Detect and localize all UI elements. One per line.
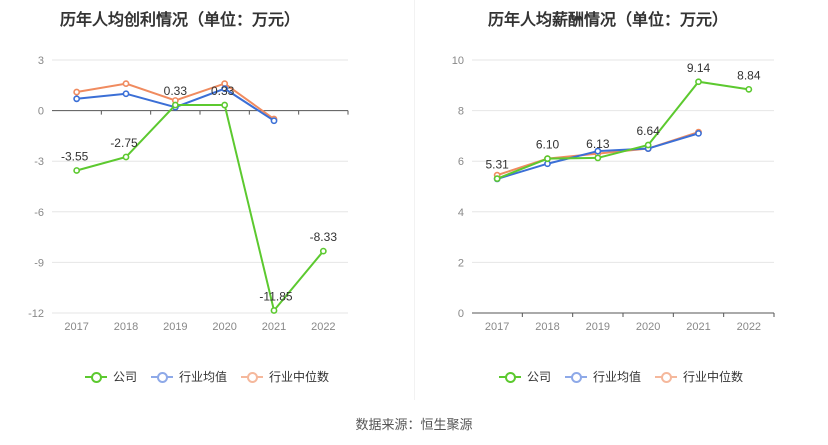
x-tick-label: 2021	[262, 321, 286, 333]
y-tick-label: 0	[458, 308, 464, 320]
legend-swatch-industry-avg	[150, 371, 173, 383]
profit-plot-area: 3 0 -3 -6 -9 -12 2017 2018 2019 2020 2021 2022 -3.55…	[28, 55, 349, 333]
x-tick-label: 2019	[163, 321, 187, 333]
y-tick-label: -9	[34, 257, 44, 269]
chart-title: 历年人均创利情况（单位：万元）	[60, 12, 301, 29]
data-point-company	[122, 153, 130, 161]
legend-label: 行业中位数	[683, 370, 744, 384]
legend-item-industry-median[interactable]: 行业中位数	[655, 368, 743, 385]
series-line-company	[76, 104, 325, 313]
x-tick-label: 2017	[485, 321, 509, 333]
data-label: 5.31	[485, 158, 509, 172]
data-point-company	[319, 247, 327, 255]
data-label: 6.64	[636, 124, 660, 138]
y-tick-label: 4	[458, 207, 464, 219]
legend-item-company[interactable]: 公司	[498, 368, 551, 385]
data-label: -3.55	[61, 149, 89, 163]
data-point-company	[594, 154, 602, 162]
data-point-company	[695, 78, 702, 86]
legend-swatch-industry-avg	[564, 371, 587, 383]
y-tick-label: 0	[38, 106, 44, 118]
profit-per-capita-chart: 历年人均创利情况（单位：万元） 3 0 -3 -6 -9 -12 2017 2018 2019 2…	[0, 0, 414, 400]
data-label: 0.33	[164, 84, 188, 98]
data-point-company	[171, 101, 179, 109]
data-point-industry-median	[122, 80, 130, 88]
series-line-company	[496, 80, 749, 180]
data-label: 8.84	[737, 68, 761, 82]
data-point-company	[221, 101, 229, 109]
data-point-industry-avg	[594, 147, 602, 155]
data-label: -2.75	[110, 136, 138, 150]
data-point-industry-median	[73, 88, 81, 96]
data-point-industry-avg	[695, 129, 702, 137]
x-tick-label: 2021	[686, 321, 710, 333]
legend-item-company[interactable]: 公司	[84, 368, 137, 385]
legend-item-industry-avg[interactable]: 行业均值	[564, 368, 641, 385]
x-tick-label: 2022	[311, 321, 335, 333]
legend-label: 行业均值	[178, 370, 227, 384]
legend-swatch-company	[84, 371, 107, 383]
salary-per-capita-chart: 历年人均薪酬情况（单位：万元） 10 8 6 4 2 0 2017 2018 2019 2020 2…	[414, 0, 828, 400]
data-label: 6.10	[536, 138, 560, 152]
y-tick-label: 10	[452, 55, 464, 67]
data-label: 9.14	[687, 61, 711, 75]
data-point-company	[73, 167, 81, 174]
data-point-industry-avg	[122, 90, 130, 98]
data-point-industry-avg	[221, 85, 229, 93]
data-point-company	[644, 141, 652, 149]
data-point-company	[745, 85, 753, 93]
legend-swatch-industry-median	[655, 371, 677, 383]
data-point-industry-avg	[270, 117, 278, 125]
y-tick-label: -12	[28, 308, 44, 320]
y-tick-label: -3	[34, 156, 44, 168]
data-label: -11.85	[259, 289, 292, 303]
legend-label: 公司	[526, 370, 551, 384]
data-label: -8.33	[310, 230, 338, 244]
data-label: 6.13	[586, 137, 610, 151]
data-point-industry-avg	[73, 95, 81, 103]
legend-label: 行业均值	[592, 370, 641, 384]
y-tick-label: 8	[458, 106, 464, 118]
legend-item-industry-median[interactable]: 行业中位数	[241, 368, 329, 385]
data-source-note: 数据来源：恒生聚源	[355, 417, 473, 432]
legend-item-industry-avg[interactable]: 行业均值	[150, 368, 227, 385]
y-tick-label: 6	[458, 156, 464, 168]
data-point-company	[493, 175, 501, 183]
y-tick-label: 2	[458, 257, 464, 269]
data-point-company	[270, 307, 278, 314]
legend-label: 公司	[112, 370, 137, 384]
legend-label: 行业中位数	[269, 370, 330, 384]
x-tick-label: 2018	[114, 321, 138, 333]
chart-legend: 公司 行业均值 行业中位数	[0, 368, 414, 385]
x-tick-label: 2017	[64, 321, 88, 333]
panel-divider	[414, 0, 415, 400]
x-tick-label: 2020	[636, 321, 660, 333]
x-tick-label: 2020	[212, 321, 236, 333]
data-label: 0.33	[211, 84, 235, 98]
chart-title: 历年人均薪酬情况（单位：万元）	[488, 12, 729, 29]
x-tick-label: 2022	[737, 321, 761, 333]
x-tick-label: 2019	[586, 321, 610, 333]
x-tick-label: 2018	[535, 321, 559, 333]
data-point-company	[544, 155, 551, 163]
legend-swatch-company	[498, 371, 521, 383]
salary-plot-area: 10 8 6 4 2 0 2017 2018 2019 2020 2021 2022 5.31 6.10 6…	[452, 55, 775, 333]
legend-swatch-industry-median	[241, 371, 263, 383]
chart-legend: 公司 行业均值 行业中位数	[414, 368, 828, 385]
y-tick-label: -6	[34, 207, 44, 219]
y-tick-label: 3	[38, 55, 44, 67]
